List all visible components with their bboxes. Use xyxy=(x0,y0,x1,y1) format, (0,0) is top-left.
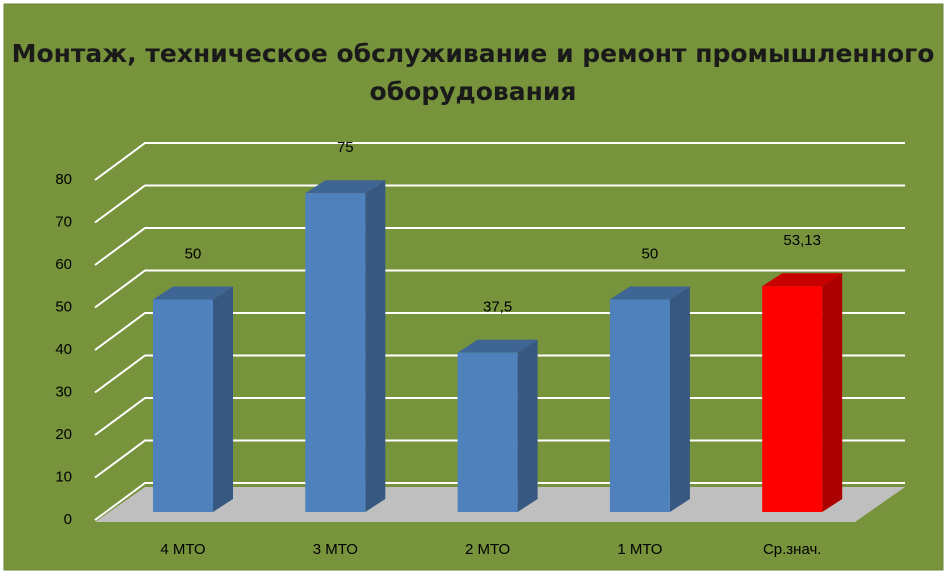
bar xyxy=(153,299,213,512)
grid-line xyxy=(94,269,905,309)
y-tick-label: 50 xyxy=(55,298,72,315)
x-tick-label: 1 МТО xyxy=(617,541,662,558)
bar-top xyxy=(609,286,690,300)
bar xyxy=(762,286,823,512)
bar-side xyxy=(365,180,386,512)
x-tick-label: 3 МТО xyxy=(313,541,358,558)
bar xyxy=(457,352,518,512)
bar-side xyxy=(213,286,233,512)
y-tick-label: 30 xyxy=(55,383,72,400)
y-tick-label: 70 xyxy=(55,213,72,230)
value-label: 50 xyxy=(185,245,202,262)
bar-top xyxy=(305,180,386,194)
bar-side xyxy=(669,286,690,512)
bar xyxy=(305,193,366,512)
bar-top xyxy=(762,273,843,287)
y-tick-label: 10 xyxy=(55,468,72,485)
grid-line xyxy=(94,142,905,181)
grid-line xyxy=(94,184,905,224)
bar-side xyxy=(517,339,538,512)
grid-line xyxy=(94,227,905,266)
y-tick-label: 20 xyxy=(55,426,72,443)
y-tick-label: 60 xyxy=(55,256,72,273)
chart-title: оборудования xyxy=(370,77,577,106)
x-tick-label: 4 МТО xyxy=(160,541,205,558)
x-tick-label: 2 МТО xyxy=(465,541,510,558)
value-label: 75 xyxy=(337,139,354,156)
value-label: 53,13 xyxy=(783,232,821,249)
bar-side xyxy=(822,273,843,512)
x-tick-label: Ср.знач. xyxy=(763,541,822,558)
y-tick-label: 80 xyxy=(55,171,72,188)
bar-top xyxy=(457,339,538,353)
y-tick-label: 40 xyxy=(55,341,72,358)
value-label: 37,5 xyxy=(483,299,512,316)
y-tick-label: 0 xyxy=(64,511,72,528)
bar-top xyxy=(153,286,233,300)
value-label: 50 xyxy=(642,245,659,262)
bar xyxy=(609,299,670,512)
chart-title: Монтаж, техническое обслуживание и ремон… xyxy=(12,39,935,68)
